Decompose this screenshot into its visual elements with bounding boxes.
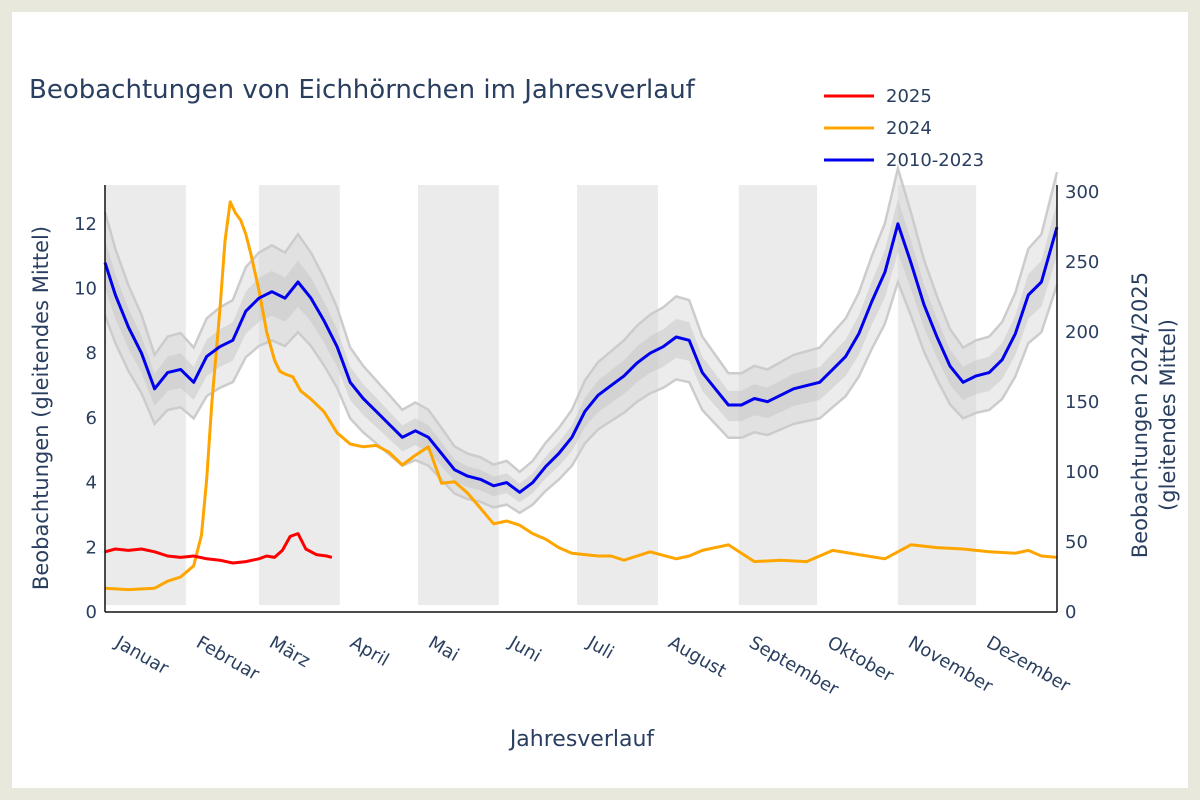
y-right-tick-label: 250 bbox=[1065, 252, 1099, 273]
y-right-tick-label: 0 bbox=[1065, 602, 1076, 623]
shade-juli bbox=[577, 185, 658, 605]
legend-item-2010-2023[interactable]: 2010-2023 bbox=[824, 150, 984, 171]
x-tick-label-mai: Mai bbox=[425, 632, 463, 666]
y-left-tick-label: 6 bbox=[86, 408, 97, 429]
legend-item-2024[interactable]: 2024 bbox=[824, 118, 932, 139]
shade-november bbox=[897, 185, 977, 605]
y-right-tick-label: 50 bbox=[1065, 532, 1088, 553]
historical-band-outer bbox=[105, 168, 1057, 513]
y-right-tick-label: 200 bbox=[1065, 322, 1099, 343]
chart-title: Beobachtungen von Eichhörnchen im Jahres… bbox=[29, 75, 696, 105]
legend-label: 2010-2023 bbox=[886, 150, 984, 171]
legend-item-2025[interactable]: 2025 bbox=[824, 86, 932, 107]
legend-label: 2024 bbox=[886, 118, 932, 139]
historical-band-upper-line bbox=[103, 163, 1059, 474]
y-left-tick-label: 0 bbox=[86, 602, 97, 623]
y-axis-right-title-line1: Beobachtungen 2024/2025 bbox=[1128, 272, 1152, 558]
series-lines bbox=[103, 200, 1059, 592]
y-left-tick-label: 12 bbox=[74, 214, 97, 235]
x-tick-label-juli: Juli bbox=[583, 632, 618, 664]
legend-label: 2025 bbox=[886, 86, 932, 107]
legend[interactable]: 2025 2024 2010-2023 bbox=[824, 86, 984, 171]
y-left-tick-label: 2 bbox=[86, 537, 97, 558]
x-tick-label-august: August bbox=[665, 632, 730, 682]
x-axis-title: Jahresverlauf bbox=[508, 727, 656, 752]
y-left-tick-label: 4 bbox=[86, 473, 97, 494]
chart-frame: 0 2 4 6 8 10 12 0 50 100 150 200 250 300 Januar Februar… bbox=[12, 12, 1188, 788]
x-tick-label-dezember: Dezember bbox=[983, 632, 1074, 697]
historical-band-lower-line bbox=[103, 278, 1059, 515]
series-line-2024 bbox=[104, 200, 1058, 592]
y-right-tick-label: 100 bbox=[1065, 462, 1099, 483]
shade-mai bbox=[417, 185, 499, 605]
x-tick-label-april: April bbox=[346, 632, 392, 671]
y-right-tick-label: 150 bbox=[1065, 392, 1099, 413]
x-tick-label-märz: März bbox=[266, 632, 314, 672]
x-tick-label-januar: Januar bbox=[111, 632, 173, 680]
chart-svg: 0 2 4 6 8 10 12 0 50 100 150 200 250 300 Januar Februar… bbox=[29, 75, 1180, 752]
series-line-2010-2023 bbox=[103, 222, 1059, 494]
axes bbox=[104, 185, 1058, 613]
x-tick-label-november: November bbox=[905, 632, 997, 697]
x-tick-label-februar: Februar bbox=[192, 632, 263, 685]
y-left-tick-label: 8 bbox=[86, 343, 97, 364]
y-left-tick-label: 10 bbox=[74, 279, 97, 300]
x-tick-label-juni: Juni bbox=[505, 632, 545, 667]
y-axis-left-title: Beobachtungen (gleitendes Mittel) bbox=[29, 226, 53, 590]
series-line-2025 bbox=[104, 532, 333, 565]
y-right-tick-label: 300 bbox=[1065, 182, 1099, 203]
y-axis-right-title-line2: (gleitendes Mittel) bbox=[1156, 319, 1180, 511]
